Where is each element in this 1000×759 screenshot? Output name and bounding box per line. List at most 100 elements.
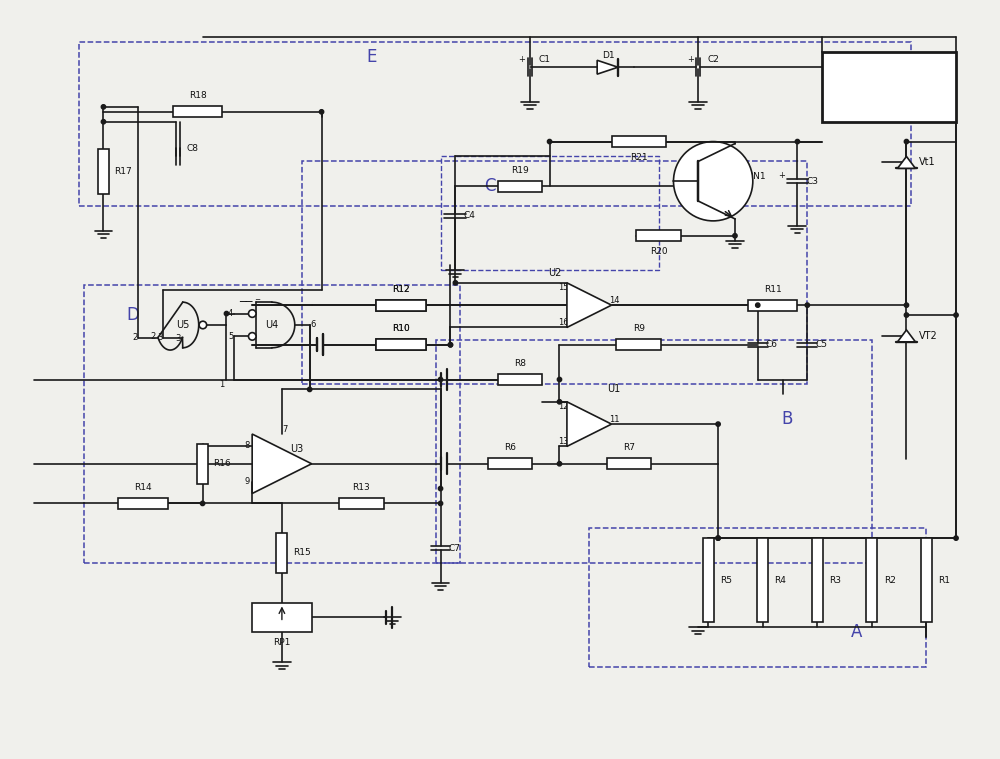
Text: +: + [687, 55, 694, 64]
Text: U1: U1 [607, 384, 621, 395]
Text: D1: D1 [602, 51, 614, 60]
Text: R10: R10 [392, 324, 410, 333]
Text: R12: R12 [392, 285, 410, 294]
Bar [339, 498, 384, 509]
Polygon shape [898, 330, 915, 342]
Bar [376, 300, 426, 310]
Text: R4: R4 [775, 576, 786, 584]
Polygon shape [898, 156, 915, 168]
Text: 3: 3 [157, 333, 162, 342]
Text: ─: ─ [255, 298, 259, 303]
Circle shape [733, 234, 737, 238]
Text: C6: C6 [766, 340, 778, 349]
Bar [812, 538, 823, 622]
Text: U5: U5 [176, 320, 189, 330]
Text: R1: R1 [938, 576, 950, 584]
Bar [607, 458, 651, 469]
Bar [118, 498, 168, 509]
Text: R12: R12 [392, 285, 410, 294]
Text: 15: 15 [558, 283, 569, 291]
Polygon shape [252, 434, 312, 493]
Text: –: – [268, 468, 272, 477]
Text: U3: U3 [290, 444, 303, 454]
Circle shape [904, 313, 909, 317]
Circle shape [438, 501, 443, 505]
Text: C5: C5 [815, 340, 827, 349]
Circle shape [557, 400, 562, 404]
Text: VT2: VT2 [919, 331, 938, 341]
Bar [197, 444, 208, 483]
Bar [498, 181, 542, 191]
Circle shape [307, 387, 312, 392]
Text: –: – [569, 312, 574, 322]
Text: U4: U4 [265, 320, 279, 330]
Text: R13: R13 [352, 483, 370, 492]
Text: D: D [127, 306, 140, 324]
Circle shape [438, 487, 443, 491]
Text: NPN1: NPN1 [741, 172, 766, 181]
Circle shape [557, 461, 562, 466]
Circle shape [453, 281, 458, 285]
Text: C1: C1 [539, 55, 551, 64]
Text: A: A [851, 623, 863, 641]
Bar [612, 136, 666, 147]
Circle shape [904, 140, 909, 143]
Circle shape [716, 536, 720, 540]
Text: R20: R20 [650, 247, 667, 256]
Circle shape [248, 332, 256, 340]
Text: E: E [366, 49, 376, 66]
Bar [376, 300, 426, 310]
Bar [488, 458, 532, 469]
Text: 2: 2 [150, 332, 156, 341]
Bar [252, 603, 312, 632]
Text: C: C [484, 177, 496, 195]
Text: +: + [567, 288, 575, 298]
Bar [703, 538, 714, 622]
Text: Laser.A: Laser.A [864, 80, 915, 93]
Polygon shape [567, 283, 612, 327]
Text: R8: R8 [514, 359, 526, 368]
Text: R19: R19 [511, 165, 529, 175]
Circle shape [200, 501, 205, 505]
Text: R16: R16 [214, 459, 231, 468]
Circle shape [248, 310, 256, 317]
Text: 12: 12 [558, 402, 569, 411]
Circle shape [673, 142, 753, 221]
Text: 1: 1 [219, 380, 224, 389]
Bar [376, 339, 426, 350]
Text: R10: R10 [392, 324, 410, 333]
Text: 7: 7 [282, 424, 288, 433]
Text: +: + [266, 450, 274, 460]
Text: 16: 16 [558, 319, 569, 327]
Text: –: – [569, 431, 574, 441]
Circle shape [716, 422, 720, 427]
Text: RP1: RP1 [273, 638, 291, 647]
Text: C4: C4 [463, 212, 475, 220]
Text: R5: R5 [720, 576, 732, 584]
Bar [376, 339, 426, 350]
Bar [866, 538, 877, 622]
Text: 5: 5 [228, 332, 233, 341]
Text: +: + [567, 408, 575, 417]
Circle shape [224, 311, 229, 316]
Circle shape [199, 321, 207, 329]
Text: 8: 8 [245, 442, 250, 450]
Text: +: + [778, 171, 785, 180]
Text: R17: R17 [114, 167, 132, 176]
Text: C7: C7 [448, 543, 460, 553]
Text: R3: R3 [829, 576, 841, 584]
Text: 11: 11 [609, 414, 619, 424]
Text: C2: C2 [707, 55, 719, 64]
Text: 4: 4 [228, 309, 233, 318]
Circle shape [904, 303, 909, 307]
Text: R18: R18 [189, 92, 207, 100]
Text: R6: R6 [504, 443, 516, 452]
Circle shape [448, 342, 453, 347]
Circle shape [101, 105, 106, 109]
Text: R15: R15 [293, 549, 311, 558]
Text: R2: R2 [884, 576, 896, 584]
Text: R14: R14 [134, 483, 152, 492]
Bar [636, 230, 681, 241]
Text: R9: R9 [633, 324, 645, 333]
Text: C8: C8 [187, 144, 199, 153]
